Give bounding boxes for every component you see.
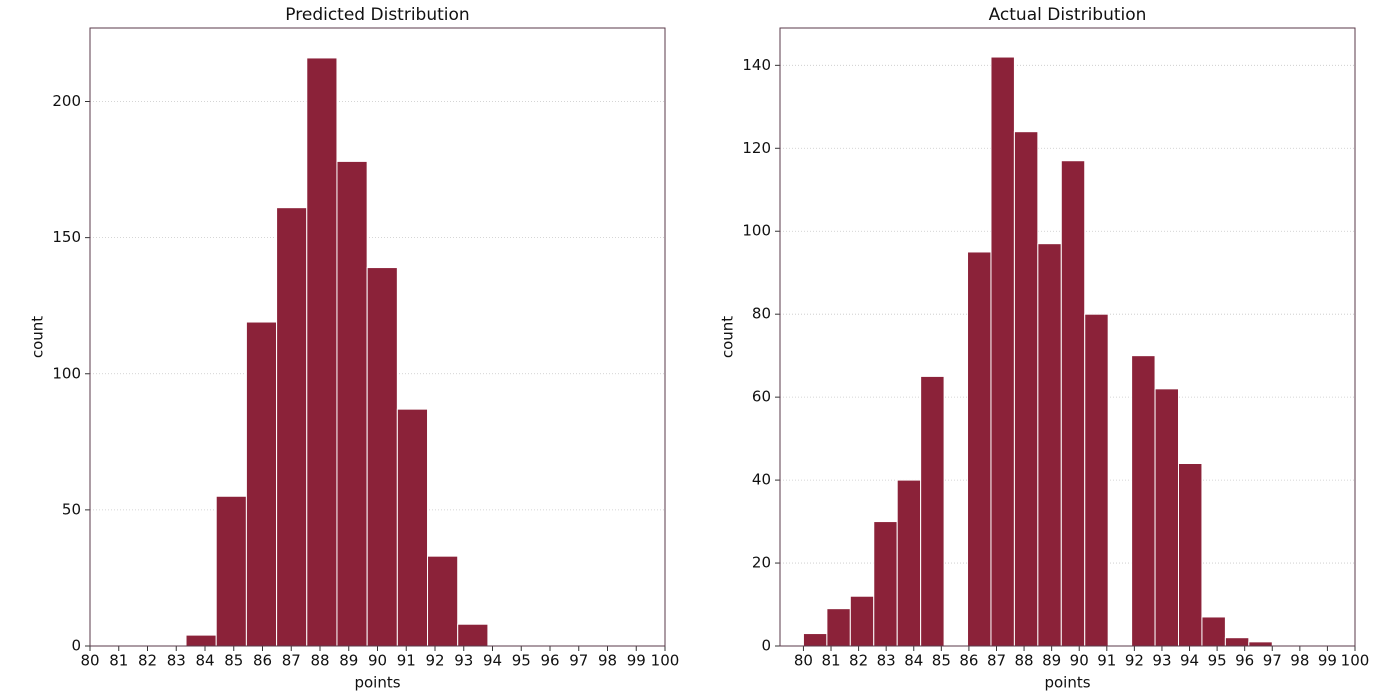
bar <box>1060 160 1086 647</box>
x-tick-label: 98 <box>598 652 617 670</box>
y-axis-label: count <box>719 316 737 358</box>
x-tick-label: 94 <box>1180 652 1199 670</box>
y-tick-label: 0 <box>71 637 81 655</box>
x-tick-label: 100 <box>1341 652 1370 670</box>
x-tick-label: 94 <box>483 652 502 670</box>
subplot: 0 20 40 60 80 100 120 140 80 81 82 83 84 85 86 87 88 89 90… <box>719 5 1370 692</box>
x-tick-label: 100 <box>651 652 680 670</box>
x-tick-label: 91 <box>1097 652 1116 670</box>
x-tick-label: 96 <box>540 652 559 670</box>
x-tick-label: 83 <box>167 652 186 670</box>
bar <box>1154 388 1180 647</box>
x-tick-label: 84 <box>904 652 923 670</box>
bar <box>873 521 898 647</box>
bar <box>967 251 992 647</box>
x-tick-label: 90 <box>1070 652 1089 670</box>
bar <box>1084 313 1109 647</box>
y-tick-label: 50 <box>62 500 81 518</box>
y-tick-label: 100 <box>742 222 771 240</box>
y-tick-label: 200 <box>52 92 81 110</box>
bar <box>849 595 875 647</box>
x-tick-label: 93 <box>454 652 473 670</box>
x-tick-label: 96 <box>1235 652 1254 670</box>
bar <box>1224 637 1250 647</box>
x-tick-label: 80 <box>794 652 813 670</box>
x-tick-label: 97 <box>569 652 588 670</box>
bar <box>396 408 429 647</box>
bar <box>185 634 217 647</box>
axes-frame <box>89 27 666 647</box>
x-tick-label: 87 <box>282 652 301 670</box>
x-tick-label: 98 <box>1290 652 1309 670</box>
axes-frame <box>779 27 1356 647</box>
bar <box>336 160 368 647</box>
x-tick-label: 85 <box>224 652 243 670</box>
x-tick-label: 85 <box>932 652 951 670</box>
x-tick-label: 81 <box>821 652 840 670</box>
bar <box>427 555 459 647</box>
x-tick-label: 97 <box>1263 652 1282 670</box>
x-tick-label: 90 <box>368 652 387 670</box>
y-tick-label: 80 <box>752 305 771 323</box>
x-tick-label: 95 <box>512 652 531 670</box>
x-tick-label: 81 <box>109 652 128 670</box>
bar <box>826 608 851 647</box>
x-tick-label: 84 <box>195 652 214 670</box>
bar <box>1013 131 1039 647</box>
y-tick-label: 140 <box>742 56 771 74</box>
x-tick-label: 92 <box>425 652 444 670</box>
bar <box>1131 355 1156 647</box>
x-tick-label: 99 <box>627 652 646 670</box>
x-tick-label: 88 <box>1015 652 1034 670</box>
chart-title: Actual Distribution <box>989 5 1147 25</box>
x-tick-label: 95 <box>1208 652 1227 670</box>
x-tick-label: 89 <box>1042 652 1061 670</box>
bar <box>1037 243 1062 647</box>
x-tick-label: 87 <box>987 652 1006 670</box>
x-axis-label: points <box>354 674 400 692</box>
x-axis-label: points <box>1044 674 1090 692</box>
y-tick-label: 120 <box>742 139 771 157</box>
bar <box>896 479 922 647</box>
x-tick-label: 89 <box>339 652 358 670</box>
bar <box>920 375 945 647</box>
bar <box>215 495 247 647</box>
chart-title: Predicted Distribution <box>285 5 469 25</box>
x-tick-label: 83 <box>877 652 896 670</box>
y-tick-label: 150 <box>52 228 81 246</box>
x-tick-label: 86 <box>959 652 978 670</box>
bar <box>306 57 338 647</box>
x-tick-label: 86 <box>253 652 272 670</box>
y-tick-label: 100 <box>52 364 81 382</box>
bar <box>276 207 308 647</box>
y-tick-label: 0 <box>761 637 771 655</box>
bar <box>990 56 1015 647</box>
bar <box>457 623 489 647</box>
x-tick-label: 91 <box>397 652 416 670</box>
subplot: 0 50 100 150 200 80 81 82 83 84 85 86 87 88 89 90 91 92 93… <box>29 5 680 692</box>
y-tick-label: 60 <box>752 388 771 406</box>
x-tick-label: 88 <box>310 652 329 670</box>
bar <box>366 267 398 647</box>
y-tick-label: 40 <box>752 471 771 489</box>
bar <box>1178 463 1203 647</box>
x-tick-label: 80 <box>80 652 99 670</box>
x-tick-label: 92 <box>1125 652 1144 670</box>
x-tick-label: 99 <box>1318 652 1337 670</box>
x-tick-label: 82 <box>849 652 868 670</box>
bar <box>1248 641 1273 647</box>
bar <box>245 321 278 647</box>
x-tick-label: 82 <box>138 652 157 670</box>
y-tick-label: 20 <box>752 554 771 572</box>
x-tick-label: 93 <box>1152 652 1171 670</box>
bar <box>1201 616 1226 647</box>
bar <box>802 633 828 647</box>
y-axis-label: count <box>29 316 47 358</box>
